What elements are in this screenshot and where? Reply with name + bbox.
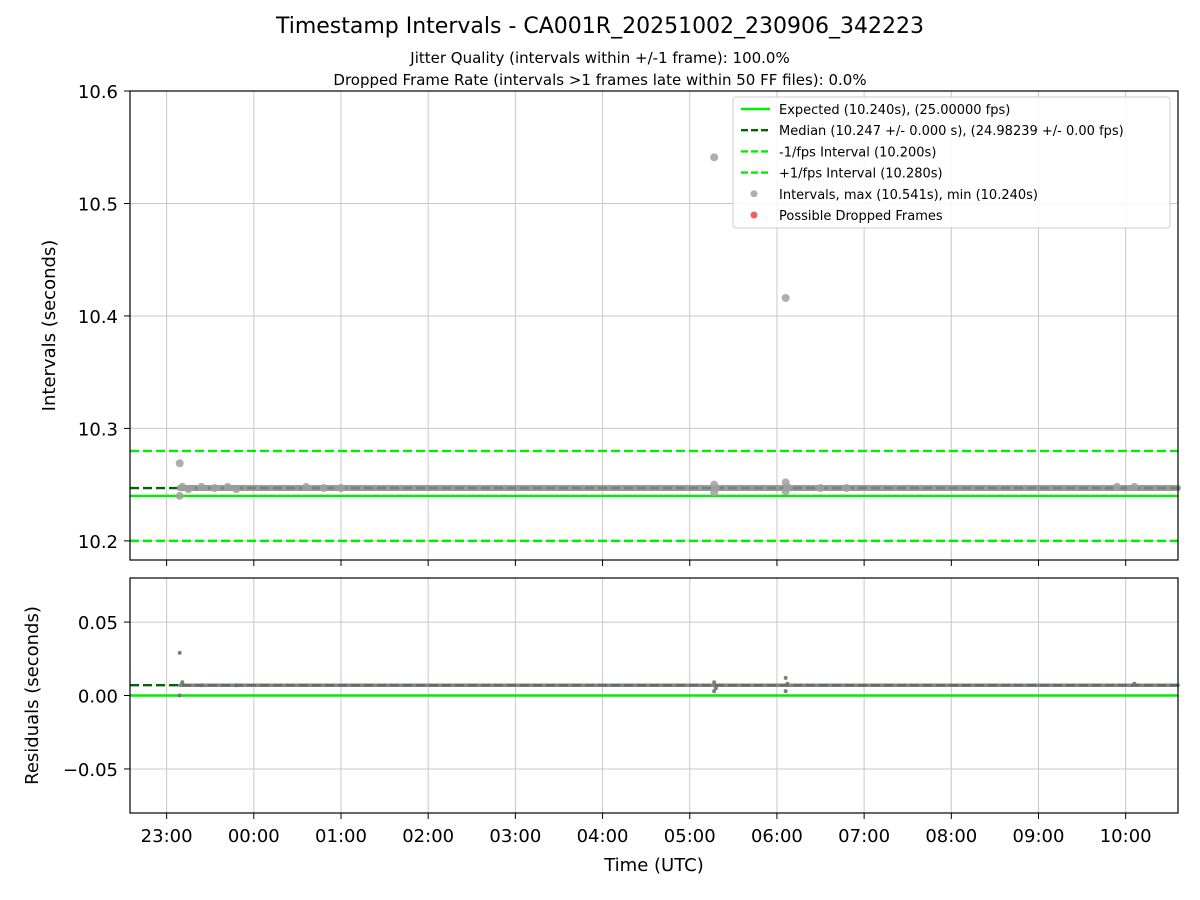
interval-point-20 <box>842 484 851 493</box>
legend-label: Median (10.247 +/- 0.000 s), (24.98239 +… <box>779 124 1124 139</box>
legend-label: Expected (10.240s), (25.00000 fps) <box>779 103 1010 118</box>
interval-point-8 <box>302 482 311 491</box>
interval-point-22 <box>1130 482 1139 491</box>
plot-frame-0 <box>129 90 1179 561</box>
interval-point-10 <box>336 484 345 493</box>
residual-point-1 <box>177 693 182 698</box>
x-tick-label: 08:00 <box>925 826 977 847</box>
legend-swatch-marker-0 <box>750 190 758 198</box>
interval-point-21 <box>1112 482 1121 491</box>
residual-point-3 <box>199 683 204 688</box>
residual-point-11 <box>1132 681 1137 686</box>
y-tick-label: 0.05 <box>78 613 118 634</box>
plot-frame-1 <box>129 577 1179 814</box>
legend-swatch-marker-1 <box>750 211 758 219</box>
legend-label: Intervals, max (10.541s), min (10.240s) <box>779 188 1038 203</box>
y-tick-label: 0.00 <box>78 687 118 708</box>
chart-title: Timestamp Intervals - CA001R_20251002_23… <box>275 14 925 39</box>
interval-point-5 <box>210 484 219 493</box>
x-tick-label: 01:00 <box>315 826 367 847</box>
legend-label: +1/fps Interval (10.280s) <box>779 167 943 182</box>
interval-point-0 <box>175 459 184 468</box>
residual-point-2 <box>180 680 185 685</box>
interval-point-7 <box>232 485 241 494</box>
residual-point-4 <box>234 683 239 688</box>
legend-box <box>732 96 1171 229</box>
residual-point-8 <box>783 675 788 680</box>
x-tick-label: 07:00 <box>838 826 890 847</box>
x-tick-label: 04:00 <box>577 826 629 847</box>
x-tick-label: 09:00 <box>1013 826 1065 847</box>
interval-point-2 <box>178 482 187 491</box>
interval-point-4 <box>197 482 206 491</box>
x-tick-label: 00:00 <box>228 826 280 847</box>
y-tick-label: 10.4 <box>78 307 118 328</box>
interval-point-3 <box>184 485 193 494</box>
y-tick-label: 10.2 <box>78 532 118 553</box>
interval-point-19 <box>816 484 825 493</box>
x-tick-label: 05:00 <box>664 826 716 847</box>
y-tick-label: 10.3 <box>78 419 118 440</box>
jitter-quality-subtitle: Jitter Quality (intervals within +/-1 fr… <box>410 49 790 67</box>
interval-point-9 <box>319 484 328 493</box>
residual-point-7 <box>713 686 718 691</box>
interval-point-6 <box>223 482 232 491</box>
residual-point-0 <box>177 650 182 655</box>
interval-point-1 <box>175 491 184 500</box>
dropped-frame-subtitle: Dropped Frame Rate (intervals >1 frames … <box>333 71 867 89</box>
interval-point-14 <box>711 484 720 493</box>
residual-point-6 <box>712 689 717 694</box>
x-tick-label: 06:00 <box>751 826 803 847</box>
residual-point-5 <box>712 680 717 685</box>
x-axis-label: Time (UTC) <box>603 855 704 876</box>
x-tick-label: 02:00 <box>402 826 454 847</box>
residual-point-10 <box>785 681 790 686</box>
y-axis-label: Intervals (seconds) <box>39 240 60 412</box>
interval-point-18 <box>783 482 792 491</box>
residual-point-9 <box>783 689 788 694</box>
y-tick-label: −0.05 <box>63 760 118 781</box>
x-tick-label: 10:00 <box>1100 826 1152 847</box>
y-tick-label: 10.5 <box>78 194 118 215</box>
y-tick-label: 10.6 <box>78 82 118 103</box>
interval-point-15 <box>781 293 790 302</box>
x-tick-label: 23:00 <box>141 826 193 847</box>
y-axis-label: Residuals (seconds) <box>22 606 43 785</box>
x-tick-label: 03:00 <box>489 826 541 847</box>
legend-label: Possible Dropped Frames <box>779 209 943 224</box>
interval-point-11 <box>710 153 719 162</box>
legend-label: -1/fps Interval (10.200s) <box>779 145 936 160</box>
